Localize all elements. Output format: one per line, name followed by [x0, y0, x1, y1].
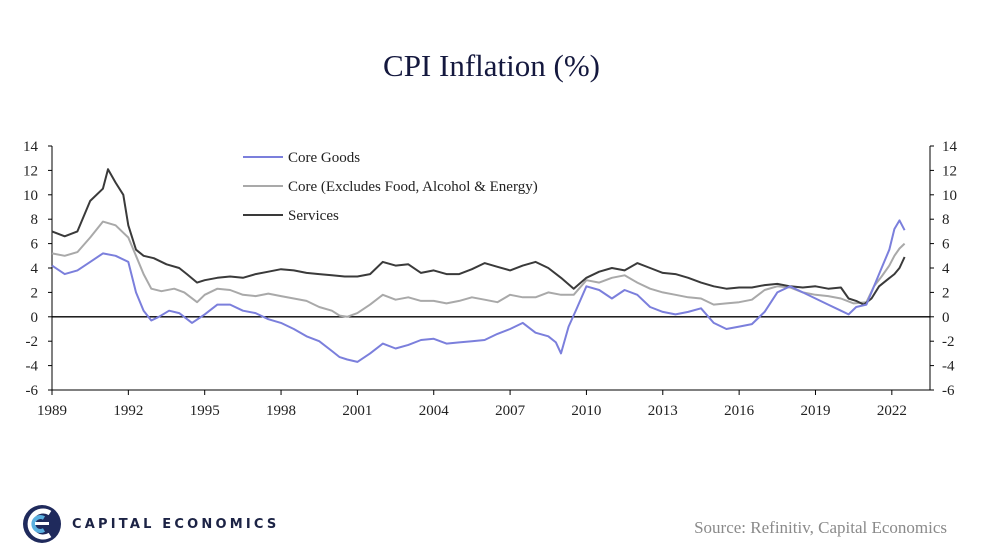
- legend-label: Core Goods: [288, 150, 360, 166]
- brand-name: CAPITAL ECONOMICS: [72, 516, 280, 532]
- chart-series-lines: [51, 168, 906, 363]
- y-tick-label-right: -6: [942, 383, 955, 399]
- y-tick-label-right: -2: [942, 334, 955, 350]
- chart-legend: Core Goods Core (Excludes Food, Alcohol &…: [243, 150, 538, 224]
- x-tick-label: 1998: [266, 403, 296, 419]
- x-tick-label: 1989: [37, 403, 67, 419]
- y-tick-label-right: 14: [942, 139, 958, 155]
- x-tick-label: 2019: [800, 403, 830, 419]
- x-tick-label: 2001: [342, 403, 372, 419]
- y-tick-label-right: 6: [942, 237, 950, 253]
- source-note: Source: Refinitiv, Capital Economics: [694, 518, 947, 537]
- y-tick-label-right: -4: [942, 359, 955, 375]
- y-tick-label-left: 4: [31, 261, 39, 277]
- y-tick-label-left: -2: [26, 334, 39, 350]
- x-tick-label: 2004: [419, 403, 450, 419]
- series-line-services: [51, 168, 906, 306]
- y-tick-label-left: -4: [26, 359, 39, 375]
- y-tick-label-right: 12: [942, 163, 957, 179]
- y-tick-label-right: 4: [942, 261, 950, 277]
- y-tick-label-left: 10: [23, 188, 38, 204]
- legend-label: Services: [288, 208, 339, 224]
- x-tick-label: 1995: [190, 403, 220, 419]
- y-tick-label-left: 0: [31, 310, 39, 326]
- x-tick-label: 2022: [877, 403, 907, 419]
- y-tick-label-left: 12: [23, 163, 38, 179]
- x-tick-label: 2007: [495, 403, 526, 419]
- series-line-core-goods: [51, 219, 906, 363]
- chart-ticks: 14 12 10 8 6 4 2 0 -2 -4 -6 14 12 10 8 6 4 2 0 -2 -4 -6 1989 19…: [23, 139, 958, 419]
- x-tick-label: 2013: [648, 403, 678, 419]
- x-tick-label: 2016: [724, 403, 755, 419]
- y-tick-label-left: 6: [31, 237, 39, 253]
- y-tick-label-left: -6: [26, 383, 39, 399]
- y-tick-label-left: 14: [23, 139, 39, 155]
- y-tick-label-left: 8: [31, 212, 39, 228]
- capital-economics-logo-icon: [23, 505, 61, 543]
- chart-title: CPI Inflation (%): [383, 48, 600, 83]
- y-tick-label-right: 2: [942, 285, 950, 301]
- capital-economics-logo: CAPITAL ECONOMICS: [20, 502, 279, 546]
- x-tick-label: 1992: [113, 403, 143, 419]
- y-tick-label-left: 2: [31, 285, 39, 301]
- y-tick-label-right: 8: [942, 212, 950, 228]
- y-tick-label-right: 10: [942, 188, 957, 204]
- x-tick-label: 2010: [571, 403, 601, 419]
- y-tick-label-right: 0: [942, 310, 950, 326]
- legend-label: Core (Excludes Food, Alcohol & Energy): [288, 179, 538, 195]
